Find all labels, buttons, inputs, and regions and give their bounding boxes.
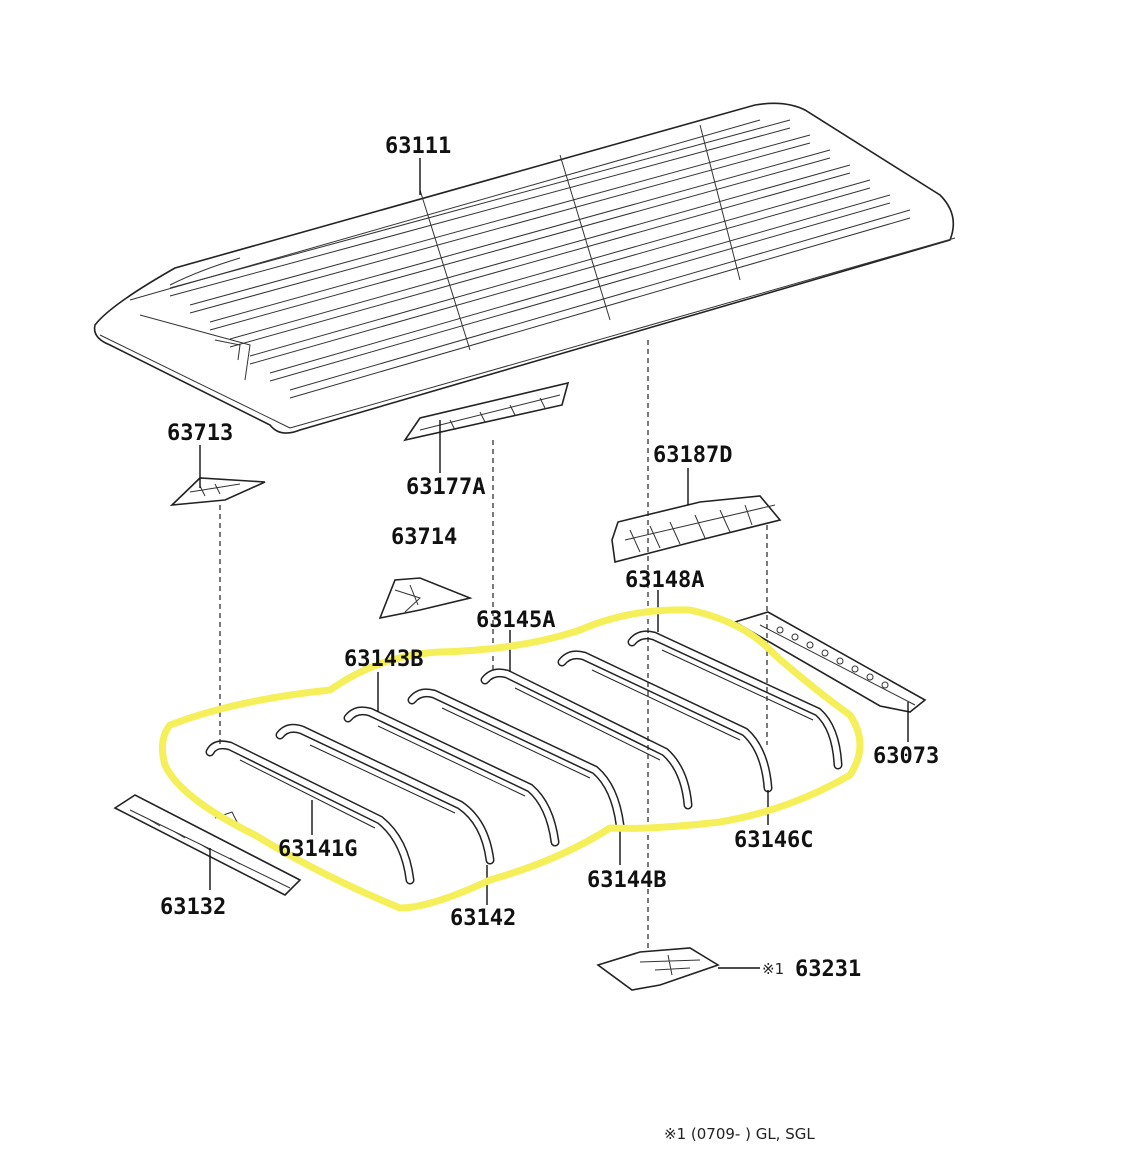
bracket-63713 — [169, 477, 266, 507]
label-63714: 63714 — [391, 525, 457, 550]
bracket-63714 — [378, 577, 473, 620]
bow-63142 — [275, 723, 495, 865]
plate-63231 — [596, 947, 720, 991]
label-63073: 63073 — [873, 744, 939, 769]
highlight-outline — [158, 606, 864, 912]
label-63713: 63713 — [167, 421, 233, 446]
bow-63146c — [557, 650, 773, 793]
roof-panel — [93, 102, 956, 434]
part-labels: 63111 63713 63177A 63714 63187D 63148A 6… — [160, 134, 939, 1143]
label-63132: 63132 — [160, 895, 226, 920]
label-63177a: 63177A — [406, 475, 485, 500]
rear-header-63073 — [733, 611, 927, 713]
label-63143b: 63143B — [344, 647, 423, 672]
reinforcement-63177a — [403, 381, 570, 442]
label-63146c: 63146C — [734, 828, 813, 853]
footnote: ※1 (0709- ) GL, SGL — [664, 1125, 815, 1143]
bow-63144b — [407, 688, 625, 830]
reinforcement-63187d — [611, 495, 782, 564]
label-63141g: 63141G — [278, 837, 357, 862]
label-63142: 63142 — [450, 906, 516, 931]
front-header-63132 — [113, 794, 302, 896]
label-63187d: 63187D — [653, 443, 732, 468]
label-63231: 63231 — [795, 957, 861, 982]
label-63144b: 63144B — [587, 868, 666, 893]
alignment-lines — [219, 340, 768, 948]
label-63145a: 63145A — [476, 608, 555, 633]
bow-63143b — [343, 706, 560, 847]
label-plate-marker: ※1 — [762, 960, 784, 978]
bow-63141g — [205, 740, 415, 885]
label-63111: 63111 — [385, 134, 451, 159]
roof-ribs — [169, 119, 911, 399]
bow-63145a — [480, 668, 693, 810]
roof-bows — [205, 630, 843, 885]
label-63148a: 63148A — [625, 568, 704, 593]
bow-63148a — [627, 630, 843, 770]
